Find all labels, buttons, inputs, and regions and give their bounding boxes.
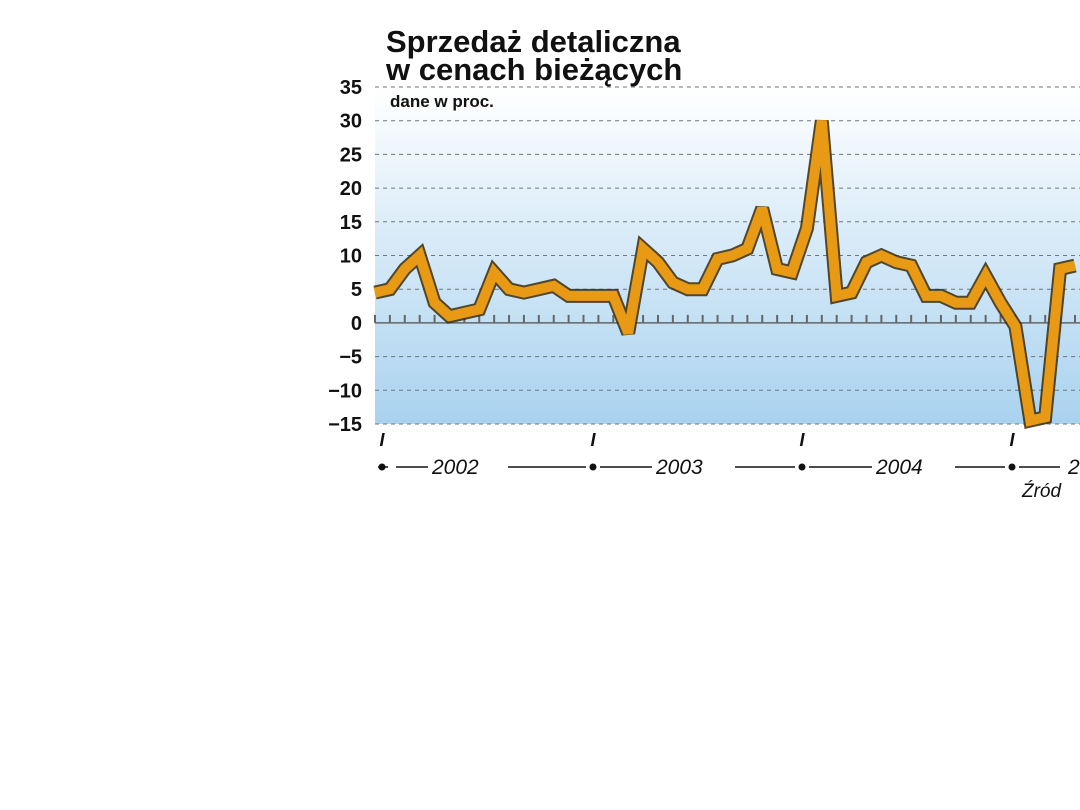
data-point xyxy=(568,295,570,297)
data-point xyxy=(478,308,480,310)
data-point xyxy=(880,255,882,256)
data-point xyxy=(657,261,659,263)
data-point xyxy=(851,292,853,294)
data-point xyxy=(597,295,599,297)
y-tick-label: −5 xyxy=(339,347,362,369)
data-point xyxy=(910,265,912,267)
data-point xyxy=(627,332,629,334)
data-point xyxy=(955,302,957,304)
year-label: 2003 xyxy=(655,456,703,479)
data-point xyxy=(538,288,540,290)
chart-subtitle: dane w proc. xyxy=(390,92,494,111)
y-tick-label: 0 xyxy=(351,313,362,335)
y-tick-label: 20 xyxy=(340,178,362,200)
y-tick-label: −10 xyxy=(328,380,362,402)
data-point xyxy=(434,302,436,304)
data-point xyxy=(1059,268,1061,270)
data-point xyxy=(672,281,674,283)
y-tick-label: 5 xyxy=(351,279,362,301)
y-tick-label: 25 xyxy=(340,144,362,166)
data-point xyxy=(925,295,927,297)
data-point xyxy=(806,228,808,230)
year-start-marker: I xyxy=(799,430,805,450)
data-point xyxy=(970,302,972,304)
data-point xyxy=(404,268,406,270)
data-point xyxy=(821,120,823,122)
year-start-marker: I xyxy=(1009,430,1015,450)
year-dot xyxy=(1008,463,1016,471)
data-point xyxy=(583,295,585,297)
data-point xyxy=(1000,302,1002,304)
year-dot xyxy=(589,463,597,471)
data-point xyxy=(463,312,465,314)
data-point xyxy=(717,258,719,260)
data-point xyxy=(836,295,838,297)
source-note: Źród xyxy=(1021,481,1063,502)
data-point xyxy=(612,295,614,297)
data-point xyxy=(985,275,987,277)
year-label: 2 xyxy=(1067,456,1080,479)
y-tick-label: 15 xyxy=(340,212,362,234)
data-point xyxy=(419,255,421,256)
data-point xyxy=(746,248,748,250)
data-point xyxy=(1014,325,1016,327)
data-point xyxy=(493,271,495,273)
year-start-marker: I xyxy=(590,430,596,450)
chart-title-line-1: Sprzedaż detaliczna xyxy=(386,24,681,59)
data-point xyxy=(642,248,644,250)
data-point xyxy=(791,271,793,273)
series-line xyxy=(373,120,1077,427)
data-point xyxy=(389,288,391,290)
data-point xyxy=(687,288,689,290)
data-point xyxy=(1029,420,1031,422)
data-point xyxy=(553,285,555,287)
year-dot xyxy=(798,463,806,471)
data-point xyxy=(374,292,376,294)
data-point xyxy=(895,261,897,263)
y-tick-label: 30 xyxy=(340,111,362,133)
year-label: 2004 xyxy=(875,456,923,479)
data-point xyxy=(1044,416,1046,418)
data-point xyxy=(940,295,942,297)
data-point xyxy=(448,315,450,317)
data-point xyxy=(865,261,867,263)
data-point xyxy=(523,292,525,294)
year-start-marker: I xyxy=(379,430,385,450)
data-point xyxy=(776,268,778,270)
data-point xyxy=(731,255,733,256)
data-point xyxy=(761,207,763,209)
data-point xyxy=(1074,265,1076,267)
y-tick-label: −15 xyxy=(328,414,362,436)
chart-title-line-2: w cenach bieżących xyxy=(385,52,682,87)
data-point xyxy=(702,288,704,290)
year-label: 2002 xyxy=(431,456,479,479)
y-tick-label: 10 xyxy=(340,246,362,268)
y-tick-label: 35 xyxy=(340,77,362,99)
data-point xyxy=(508,288,510,290)
